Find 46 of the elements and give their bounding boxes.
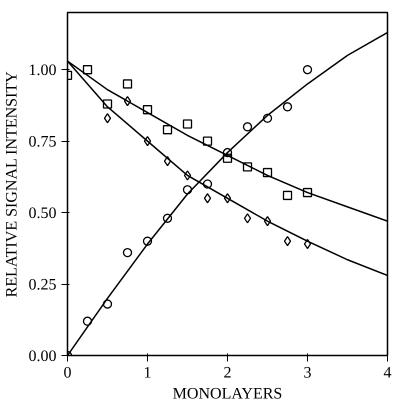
point: [162, 214, 172, 223]
x-tick-label: 3: [304, 364, 312, 382]
point: [122, 79, 132, 89]
point: [224, 193, 232, 204]
x-tick-label: 2: [224, 364, 232, 382]
y-tick-label: 1.00: [28, 62, 56, 80]
point: [284, 236, 292, 246]
point: [144, 136, 152, 146]
point: [242, 122, 252, 132]
y-axis-title: RELATIVE SIGNAL INTENSITY: [4, 70, 20, 298]
point: [204, 193, 212, 204]
point: [202, 136, 212, 146]
point: [124, 96, 132, 106]
point: [142, 105, 152, 114]
point: [82, 65, 92, 74]
point: [122, 248, 132, 258]
point: [182, 119, 192, 129]
point: [102, 299, 112, 309]
y-tick-label: 0.00: [28, 348, 56, 365]
point: [244, 213, 252, 224]
point: [282, 190, 292, 200]
point: [302, 65, 312, 74]
point: [164, 156, 172, 166]
point: [304, 238, 312, 250]
point: [282, 102, 292, 112]
point: [184, 170, 192, 181]
point: [104, 113, 112, 124]
point: [262, 114, 272, 123]
point: [102, 99, 112, 109]
point: [182, 185, 192, 194]
point: [302, 188, 312, 198]
point: [242, 162, 252, 172]
x-tick-label: 4: [384, 364, 392, 382]
x-axis-title: MONOLAYERS: [172, 386, 282, 402]
point: [202, 179, 212, 189]
point: [222, 154, 232, 163]
point: [142, 236, 152, 246]
y-tick-label: 0.25: [28, 276, 56, 294]
y-tick-label: 0.75: [28, 134, 56, 151]
x-tick-label: 1: [144, 364, 152, 382]
x-tick-label: 0: [64, 364, 72, 382]
point: [264, 216, 272, 226]
point: [82, 316, 92, 326]
point: [262, 168, 272, 178]
y-tick-label: 0.50: [28, 205, 56, 222]
point: [162, 125, 172, 134]
